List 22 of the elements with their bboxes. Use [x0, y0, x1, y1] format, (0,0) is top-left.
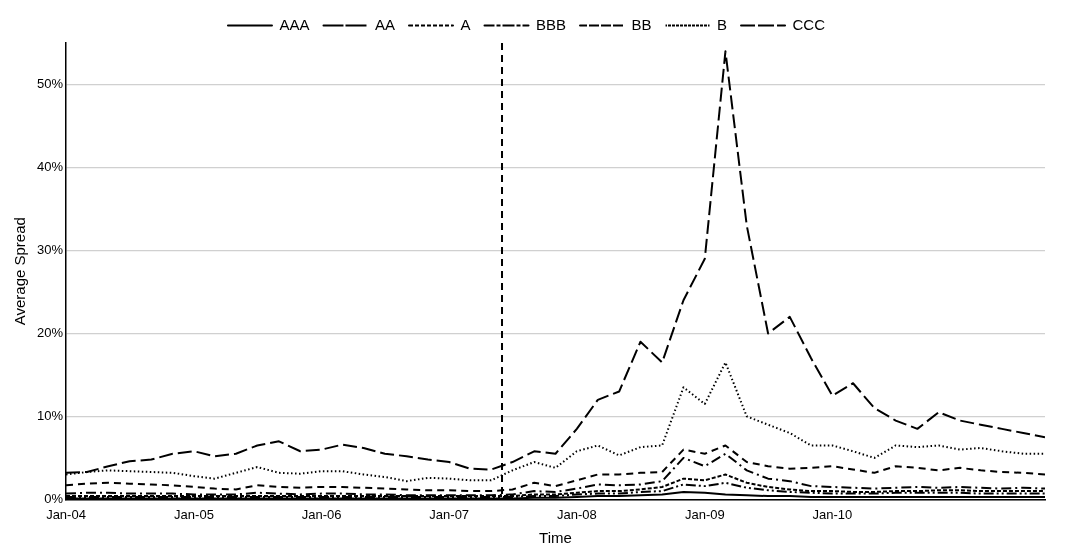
x-tick-label: Jan-06 — [301, 506, 342, 522]
x-tick-label: Jan-08 — [556, 506, 597, 522]
legend-label: AAA — [279, 15, 310, 33]
x-tick-label: Jan-05 — [174, 506, 214, 522]
y-tick-label: 0% — [44, 490, 64, 506]
legend-label: A — [460, 15, 471, 33]
y-axis-title: Average Spread — [11, 217, 29, 326]
x-axis-title: Time — [539, 529, 572, 547]
legend-label: CCC — [792, 15, 826, 33]
legend-label: AA — [374, 15, 395, 33]
legend-label: BB — [631, 15, 652, 33]
y-tick-label: 30% — [36, 242, 64, 258]
legend-label: B — [717, 15, 728, 33]
x-tick-label: Jan-07 — [429, 506, 470, 522]
x-tick-label: Jan-09 — [684, 506, 725, 522]
x-tick-label: Jan-10 — [812, 506, 853, 522]
x-tick-label: Jan-04 — [46, 506, 86, 522]
legend-label: BBB — [536, 15, 567, 33]
y-tick-label: 50% — [36, 76, 64, 92]
y-tick-label: 20% — [36, 325, 64, 341]
y-tick-label: 10% — [36, 408, 64, 423]
y-tick-label: 40% — [36, 159, 64, 175]
